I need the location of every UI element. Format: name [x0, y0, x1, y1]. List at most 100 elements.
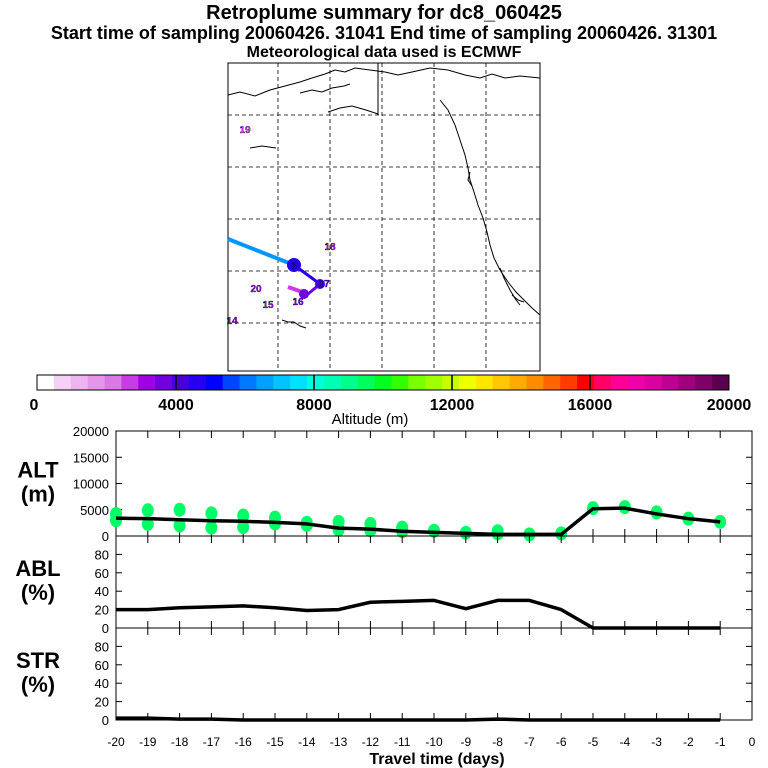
- colorbar-cell: [644, 375, 662, 390]
- panel-abl: 0 20 40 60 80 ABL(%): [15, 535, 753, 636]
- y-tick-label: 60: [95, 566, 109, 581]
- y-tick-label: 0: [102, 621, 109, 636]
- alt-point: [173, 518, 186, 533]
- panel-ylabel-unit: (%): [21, 580, 55, 605]
- x-tick-label: -14: [298, 735, 316, 749]
- x-tick-label: -12: [362, 735, 380, 749]
- alt-point: [205, 520, 218, 535]
- y-tick-label: 80: [95, 639, 109, 654]
- y-tick-label: 60: [95, 658, 109, 673]
- alt-point: [205, 506, 218, 521]
- y-tick-label: 15000: [73, 450, 109, 465]
- trajectory-segment-blue: [227, 237, 295, 267]
- trajectory-tracks: [227, 237, 325, 299]
- colorbar-cell: [256, 375, 274, 390]
- y-tick-label: 40: [95, 584, 109, 599]
- colorbar-cell: [273, 375, 291, 390]
- colorbar-cell: [593, 375, 612, 390]
- panel-ylabel-name: ALT: [17, 458, 59, 483]
- colorbar-cell: [307, 375, 325, 390]
- panel-str: 0 20 40 60 80 STR(%): [16, 627, 753, 728]
- colorbar-cell: [577, 375, 595, 390]
- y-tick-label: 20: [95, 695, 109, 710]
- colorbar-cell: [560, 375, 578, 390]
- y-tick-label: 20000: [73, 424, 109, 439]
- colorbar-cell: [239, 375, 257, 390]
- colorbar-cell: [627, 375, 646, 390]
- colorbar-cell: [408, 375, 426, 390]
- colorbar-cell: [610, 375, 629, 390]
- colorbar-cell: [543, 375, 561, 390]
- y-tick-label: 80: [95, 547, 109, 562]
- map-day-label: 19: [239, 125, 251, 136]
- str-line: [116, 716, 721, 722]
- colorbar-tick-label: 0: [30, 397, 39, 414]
- panel-ylabel-name: ABL: [15, 556, 60, 581]
- colorbar-tick-label: 16000: [568, 397, 613, 414]
- y-tick-label: 10000: [73, 477, 109, 492]
- colorbar-cell: [323, 375, 342, 390]
- colorbar-tick-label: 4000: [158, 397, 194, 414]
- map-day-label: 14: [226, 316, 238, 327]
- colorbar-cell: [374, 375, 392, 390]
- x-tick-label: -2: [683, 735, 694, 749]
- x-tick-label: -8: [492, 735, 503, 749]
- map-day-label: 15: [262, 300, 274, 311]
- alt-point: [237, 508, 250, 523]
- map-frame: [227, 62, 541, 372]
- colorbar-tick-label: 8000: [296, 397, 332, 414]
- x-tick-label: -20: [107, 735, 125, 749]
- colorbar-cell: [442, 375, 460, 390]
- alt-median-line: [115, 506, 721, 537]
- map-day-label: 18: [324, 242, 336, 253]
- x-tick-label: -7: [524, 735, 535, 749]
- colorbar-cell: [188, 375, 207, 390]
- colorbar-cell: [458, 375, 477, 390]
- panel-ylabel-unit: (m): [21, 482, 55, 507]
- x-tick-label: -13: [330, 735, 348, 749]
- colorbar-cell: [172, 375, 190, 390]
- x-tick-label: -9: [460, 735, 471, 749]
- alt-point: [173, 502, 186, 517]
- colorbar-cell: [661, 375, 679, 390]
- x-tick-label: -5: [588, 735, 599, 749]
- colorbar-cell: [712, 375, 730, 390]
- alt-point: [237, 520, 250, 535]
- colorbar-cell: [695, 375, 713, 390]
- y-tick-label: 20: [95, 603, 109, 618]
- y-tick-label: 5000: [80, 503, 109, 518]
- panel-ylabel-unit: (%): [21, 672, 55, 697]
- met-data-source: Meteorological data used is ECMWF: [246, 44, 522, 61]
- colorbar-cell: [509, 375, 527, 390]
- colorbar-cell: [155, 375, 173, 390]
- x-tick-label: -11: [394, 735, 411, 749]
- trajectory-marker: [299, 289, 309, 299]
- y-tick-label: 0: [102, 529, 109, 544]
- colorbar-cell: [391, 375, 409, 390]
- x-tick-label: -1: [715, 735, 726, 749]
- map-day-label: 17: [318, 279, 330, 290]
- colorbar-cell: [53, 375, 72, 390]
- colorbar-tick-label: 20000: [707, 397, 752, 414]
- x-tick-label: -18: [171, 735, 189, 749]
- colorbar-cell: [678, 375, 696, 390]
- map-day-label: 16: [292, 297, 304, 308]
- x-tick-label: 0: [749, 735, 756, 749]
- colorbar-cell: [70, 375, 89, 390]
- trajectory-release-marker: [287, 258, 301, 272]
- colorbar-cell: [357, 375, 376, 390]
- x-tick-label: -6: [556, 735, 567, 749]
- panel-frame: [115, 627, 753, 721]
- colorbar-cell: [138, 375, 156, 390]
- x-tick-label: -10: [425, 735, 443, 749]
- y-tick-label: 0: [102, 713, 109, 728]
- x-tick-label: -19: [139, 735, 157, 749]
- trajectory-marker: [315, 279, 325, 289]
- x-tick-label: -3: [651, 735, 662, 749]
- colorbar-cell: [340, 375, 359, 390]
- colorbar-cell: [475, 375, 494, 390]
- time-series-panels: 05000100001500020000ALT(m)020406080ABL(%…: [15, 424, 755, 749]
